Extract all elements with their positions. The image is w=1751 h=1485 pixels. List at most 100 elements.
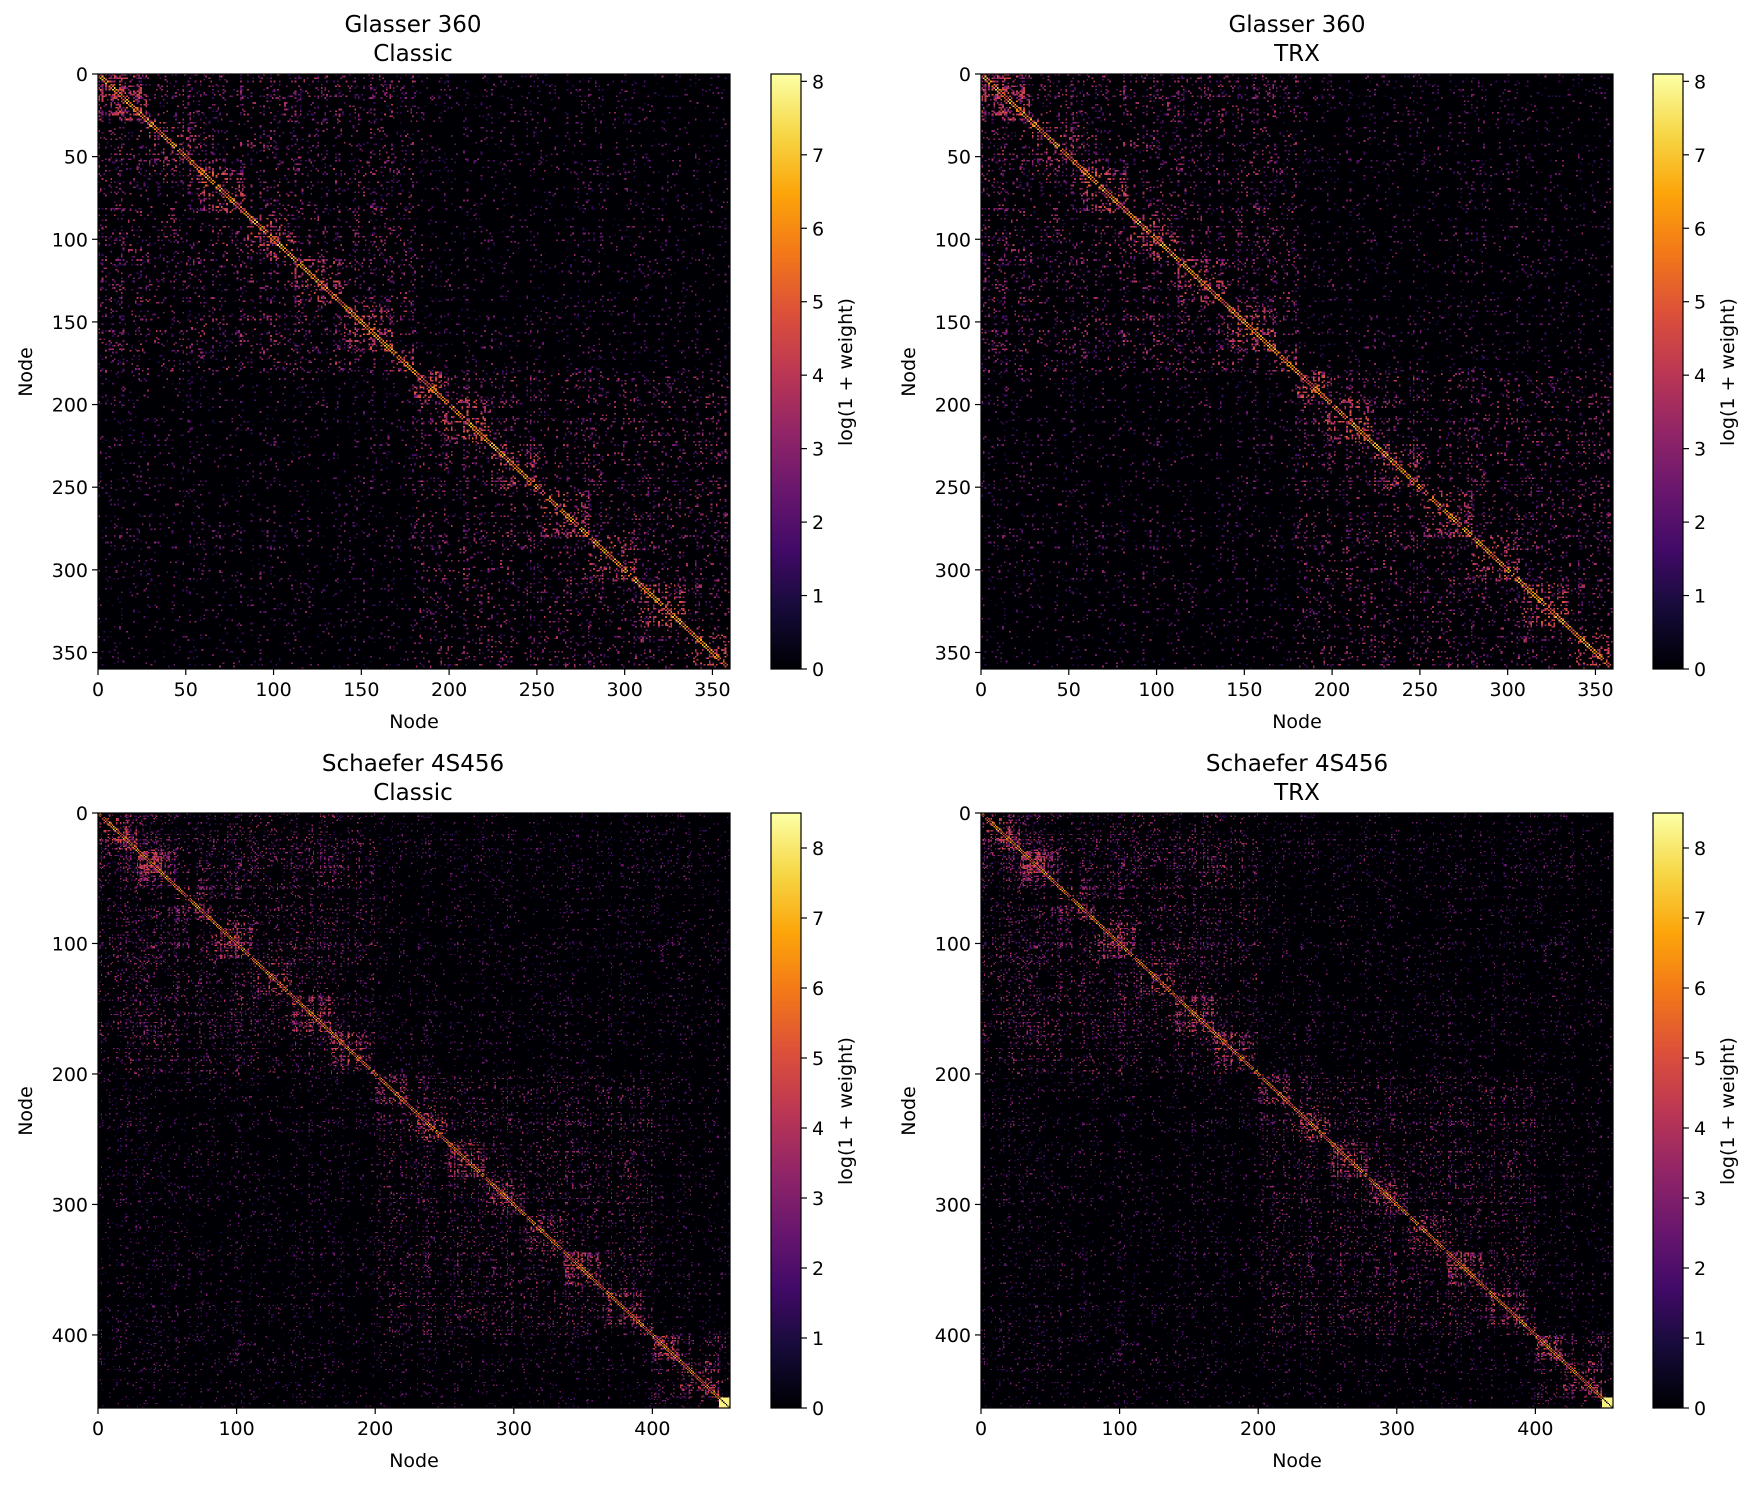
colorbar-tick-label: 1 (812, 1328, 824, 1350)
x-tick-label: 250 (519, 679, 555, 701)
y-axis-label: Node (15, 347, 37, 397)
colorbar-label: log(1 + weight) (1717, 298, 1739, 446)
x-axis-ticks: 0 50 100 150 200 250 300 350 (92, 669, 731, 701)
y-tick-label: 300 (935, 560, 971, 582)
colorbar-frame (770, 73, 802, 670)
colorbar-tick-label: 0 (1694, 659, 1706, 681)
colorbar-tick-label: 7 (812, 908, 824, 930)
x-tick-label: 100 (1138, 679, 1174, 701)
colorbar-tick-label: 4 (812, 1118, 824, 1140)
y-tick-label: 400 (935, 1325, 971, 1347)
y-tick-label: 200 (52, 395, 88, 417)
colorbar-tick-label: 0 (812, 1398, 824, 1420)
colorbar-tick-label: 2 (1694, 1258, 1706, 1280)
colorbar-tick-label: 3 (812, 1188, 824, 1210)
x-tick-label: 400 (634, 1418, 670, 1440)
colorbar-ticks: 0 1 2 3 4 5 6 7 8 (1683, 71, 1706, 681)
colorbar: 0 1 2 3 4 5 6 7 8 log(1 + weight) (1652, 812, 1739, 1420)
colorbar-tick-label: 3 (812, 439, 824, 461)
colorbar-gradient (771, 813, 801, 1408)
panel-schaefer-trx: Schaefer 4S456 TRX 0 100 200 300 400 0100200… (898, 751, 1739, 1472)
x-tick-label: 400 (1517, 1418, 1553, 1440)
x-tick-label: 300 (1490, 679, 1526, 701)
y-tick-label: 400 (52, 1325, 88, 1347)
colorbar: 0 1 2 3 4 5 6 7 8 log(1 + weight) (1652, 71, 1739, 681)
chart-subtitle: Classic (373, 41, 453, 67)
y-tick-label: 350 (935, 642, 971, 664)
colorbar: 0 1 2 3 4 5 6 7 8 log(1 + weight) (770, 71, 857, 681)
y-axis-label: Node (15, 1086, 37, 1136)
heatmap-image (98, 74, 730, 669)
colorbar-tick-label: 6 (1694, 218, 1706, 240)
y-tick-label: 300 (52, 1194, 88, 1216)
chart-title: Glasser 360 (344, 12, 481, 38)
colorbar-tick-label: 8 (812, 71, 824, 93)
colorbar-tick-label: 3 (1694, 1188, 1706, 1210)
colorbar-gradient (771, 74, 801, 669)
colorbar-tick-label: 4 (1694, 1118, 1706, 1140)
x-tick-label: 100 (255, 679, 291, 701)
x-tick-label: 0 (92, 1418, 104, 1440)
x-axis-ticks: 0 50 100 150 200 250 300 350 (975, 669, 1614, 701)
y-tick-label: 0 (959, 64, 971, 86)
x-tick-label: 100 (218, 1418, 254, 1440)
colorbar-tick-label: 0 (1694, 1398, 1706, 1420)
colorbar-tick-label: 6 (812, 218, 824, 240)
x-axis-label: Node (389, 711, 439, 733)
x-tick-label: 0 (92, 679, 104, 701)
heatmap-image (98, 813, 730, 1408)
y-tick-label: 350 (52, 642, 88, 664)
x-tick-label: 100 (1101, 1418, 1137, 1440)
colorbar-tick-label: 5 (1694, 1048, 1706, 1070)
chart-title: Schaefer 4S456 (1206, 751, 1388, 777)
y-axis-ticks: 0 100 200 300 400 (935, 803, 981, 1347)
colorbar-tick-label: 5 (1694, 292, 1706, 314)
colorbar-ticks: 0 1 2 3 4 5 6 7 8 (801, 71, 824, 681)
colorbar-tick-label: 0 (812, 659, 824, 681)
x-axis-label: Node (389, 1450, 439, 1472)
x-tick-label: 50 (1057, 679, 1081, 701)
y-axis-ticks: 0 50 100 150 200 250 300 350 (935, 64, 981, 664)
panel-schaefer-classic: Schaefer 4S456 Classic 0 100 200 300 400 010… (15, 751, 857, 1472)
plot-frame (980, 812, 1614, 1409)
colorbar-tick-label: 5 (812, 292, 824, 314)
colorbar-tick-label: 8 (1694, 71, 1706, 93)
colorbar-label: log(1 + weight) (835, 298, 857, 446)
chart-title: Schaefer 4S456 (322, 751, 504, 777)
x-tick-label: 350 (1577, 679, 1613, 701)
y-tick-label: 200 (935, 1064, 971, 1086)
y-tick-label: 150 (52, 312, 88, 334)
y-tick-label: 300 (935, 1194, 971, 1216)
colorbar-frame (770, 812, 802, 1409)
y-tick-label: 100 (52, 229, 88, 251)
y-tick-label: 0 (959, 803, 971, 825)
chart-subtitle: TRX (1273, 41, 1320, 67)
y-tick-label: 250 (935, 477, 971, 499)
x-tick-label: 250 (1402, 679, 1438, 701)
x-axis-label: Node (1272, 1450, 1322, 1472)
y-tick-label: 150 (935, 312, 971, 334)
y-axis-label: Node (898, 347, 920, 397)
x-tick-label: 350 (694, 679, 730, 701)
heatmap-image (981, 813, 1613, 1408)
x-tick-label: 200 (357, 1418, 393, 1440)
x-tick-label: 300 (496, 1418, 532, 1440)
x-axis-label: Node (1272, 711, 1322, 733)
x-tick-label: 150 (1226, 679, 1262, 701)
colorbar-tick-label: 6 (812, 978, 824, 1000)
colorbar: 0 1 2 3 4 5 6 7 8 log(1 + weight) (770, 812, 857, 1420)
x-axis-ticks: 0 100 200 300 400 (92, 1408, 671, 1440)
x-tick-label: 200 (1240, 1418, 1276, 1440)
colorbar-tick-label: 4 (1694, 365, 1706, 387)
x-tick-label: 300 (607, 679, 643, 701)
colorbar-tick-label: 1 (1694, 1328, 1706, 1350)
y-tick-label: 100 (935, 933, 971, 955)
colorbar-gradient (1653, 813, 1683, 1408)
colorbar-frame (1652, 812, 1684, 1409)
colorbar-tick-label: 2 (1694, 512, 1706, 534)
colorbar-tick-label: 2 (812, 1258, 824, 1280)
y-tick-label: 250 (52, 477, 88, 499)
colorbar-tick-label: 7 (812, 145, 824, 167)
y-axis-ticks: 0 100 200 300 400 (52, 803, 98, 1347)
